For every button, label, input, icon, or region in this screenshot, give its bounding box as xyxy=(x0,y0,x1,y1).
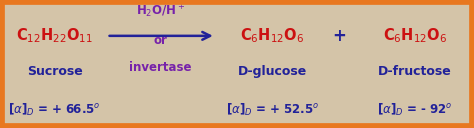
Text: C$_{6}$H$_{12}$O$_{6}$: C$_{6}$H$_{12}$O$_{6}$ xyxy=(240,26,305,45)
Text: H$_2$O/H$^+$: H$_2$O/H$^+$ xyxy=(136,3,185,20)
Text: C$_{12}$H$_{22}$O$_{11}$: C$_{12}$H$_{22}$O$_{11}$ xyxy=(16,26,93,45)
Text: invertase: invertase xyxy=(129,61,191,74)
Text: C$_{6}$H$_{12}$O$_{6}$: C$_{6}$H$_{12}$O$_{6}$ xyxy=(383,26,447,45)
Text: [$\alpha$]$_D$ = - 92$^o$: [$\alpha$]$_D$ = - 92$^o$ xyxy=(377,102,452,118)
Text: Sucrose: Sucrose xyxy=(27,65,82,78)
Text: [$\alpha$]$_D$ = + 52.5$^o$: [$\alpha$]$_D$ = + 52.5$^o$ xyxy=(226,102,319,118)
Text: D-glucose: D-glucose xyxy=(238,65,307,78)
Text: [$\alpha$]$_D$ = + 66.5$^o$: [$\alpha$]$_D$ = + 66.5$^o$ xyxy=(8,102,101,118)
Text: D-fructose: D-fructose xyxy=(378,65,452,78)
Text: +: + xyxy=(332,27,346,45)
Text: or: or xyxy=(153,34,167,47)
